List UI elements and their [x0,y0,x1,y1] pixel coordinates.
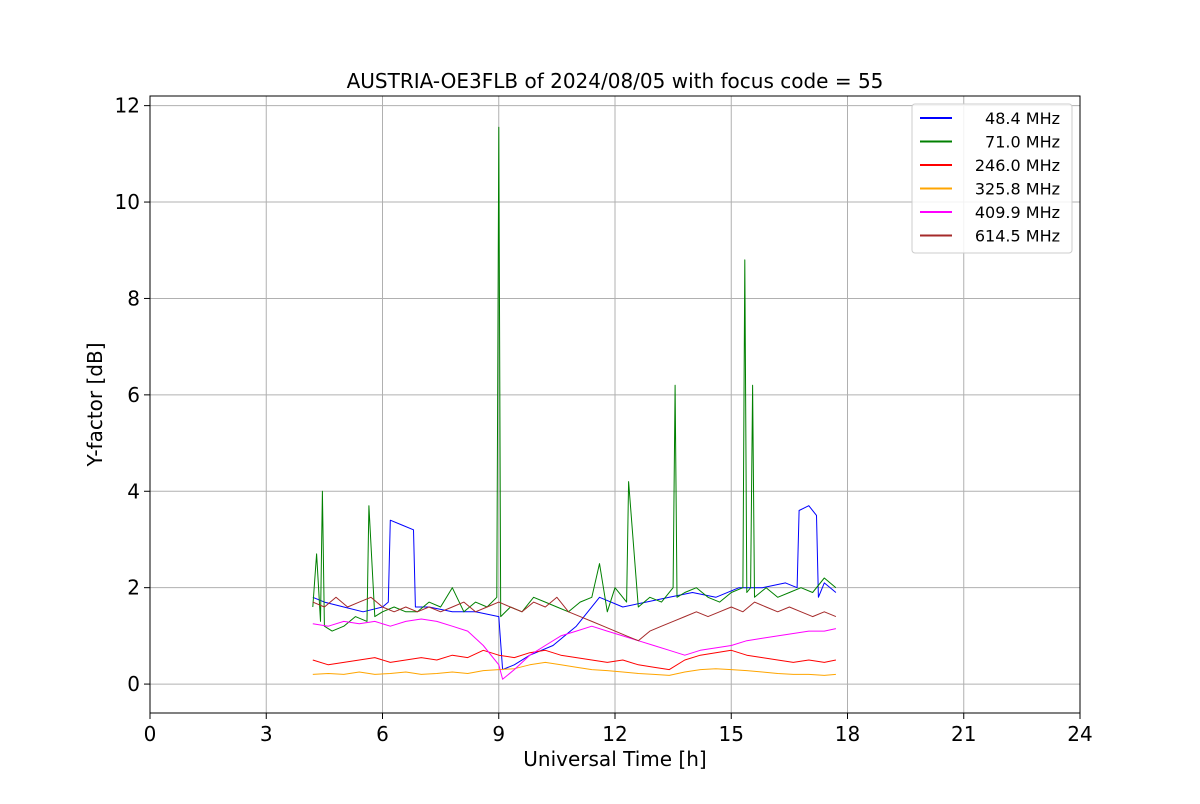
series-line-3 [312,661,836,676]
legend-label: 71.0 MHz [985,133,1060,152]
series-line-1 [312,126,837,632]
y-tick-label: 10 [115,190,140,214]
x-tick-label: 6 [376,722,389,746]
series-line-0 [312,505,837,671]
series-line-2 [312,649,837,671]
series-line-5 [312,596,837,642]
legend-label: 614.5 MHz [975,227,1060,246]
legend: 48.4 MHz 71.0 MHz 246.0 MHz 325.8 MHz 409.9 … [911,103,1073,254]
x-tick-label: 18 [835,722,860,746]
y-tick-label: 6 [127,383,140,407]
y-tick-label: 12 [115,94,140,118]
x-tick-label: 15 [719,722,744,746]
series-line-4 [312,618,837,680]
y-tick-label: 4 [127,479,140,503]
y-tick-label: 8 [127,286,140,310]
x-tick-label: 24 [1067,722,1092,746]
legend-label: 409.9 MHz [975,203,1060,222]
y-tick-label: 0 [127,672,140,696]
y-axis-label: Y-factor [dB] [83,342,107,467]
y-tick-label: 2 [127,576,140,600]
x-tick-label: 0 [144,722,157,746]
x-tick-label: 12 [602,722,627,746]
x-tick-label: 9 [492,722,505,746]
chart-title: AUSTRIA-OE3FLB of 2024/08/05 with focus … [347,69,884,93]
legend-label: 246.0 MHz [975,156,1060,175]
x-tick-label: 3 [260,722,273,746]
legend-label: 325.8 MHz [975,180,1060,199]
x-tick-label: 21 [951,722,976,746]
legend-label: 48.4 MHz [985,109,1060,128]
x-axis-label: Universal Time [h] [523,747,706,771]
plot-lines [312,126,837,680]
